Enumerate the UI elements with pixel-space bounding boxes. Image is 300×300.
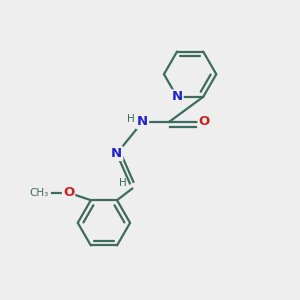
Text: N: N (137, 115, 148, 128)
Text: N: N (172, 90, 183, 104)
Text: O: O (199, 115, 210, 128)
Text: O: O (63, 186, 74, 199)
Text: N: N (111, 147, 122, 160)
Text: H: H (119, 178, 127, 188)
Text: H: H (128, 114, 135, 124)
Text: CH₃: CH₃ (29, 188, 49, 198)
